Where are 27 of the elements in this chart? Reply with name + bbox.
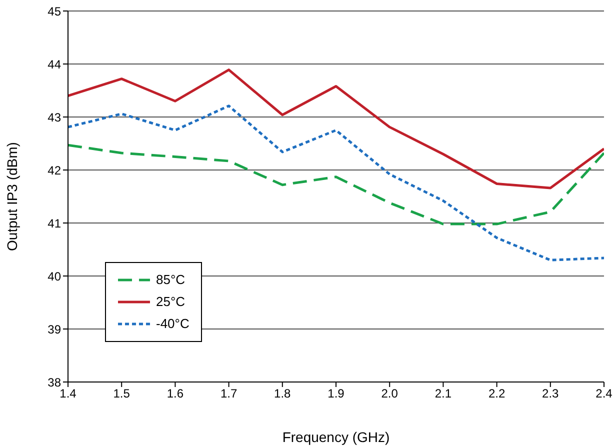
y-tick-label: 40: [48, 269, 62, 284]
x-tick-label: 1.8: [274, 386, 292, 401]
line-series: [68, 68, 604, 190]
y-tick-label: 43: [48, 110, 62, 124]
x-tick-label: 2.1: [434, 386, 452, 401]
legend-label: 85°C: [156, 271, 186, 289]
y-tick-label: 41: [48, 216, 62, 230]
line-series: [68, 144, 604, 226]
x-tick-label: 1.6: [166, 386, 184, 401]
x-tick-label: 2.3: [542, 386, 560, 401]
y-axis-title: Output IP3 (dBm): [4, 142, 20, 251]
legend-label: -40°C: [156, 315, 190, 333]
x-tick-label: 1.4: [60, 386, 77, 401]
y-tick-label: 45: [48, 4, 62, 18]
x-tick-label: 2.4: [596, 386, 613, 401]
x-tick-label: 1.7: [220, 386, 238, 401]
y-tick-label: 44: [48, 57, 62, 72]
y-tick-label: 42: [48, 163, 62, 178]
x-tick-label: 1.9: [328, 386, 345, 401]
x-tick-label: 2.2: [488, 386, 506, 401]
x-axis-title: Frequency (GHz): [282, 429, 390, 445]
legend-label: 25°C: [156, 293, 186, 311]
x-tick-label: 2.0: [381, 386, 398, 401]
y-tick-label: 39: [48, 322, 62, 336]
x-tick-label: 1.5: [113, 386, 130, 401]
y-tick-label: 38: [48, 375, 62, 390]
line-series: [68, 104, 604, 262]
